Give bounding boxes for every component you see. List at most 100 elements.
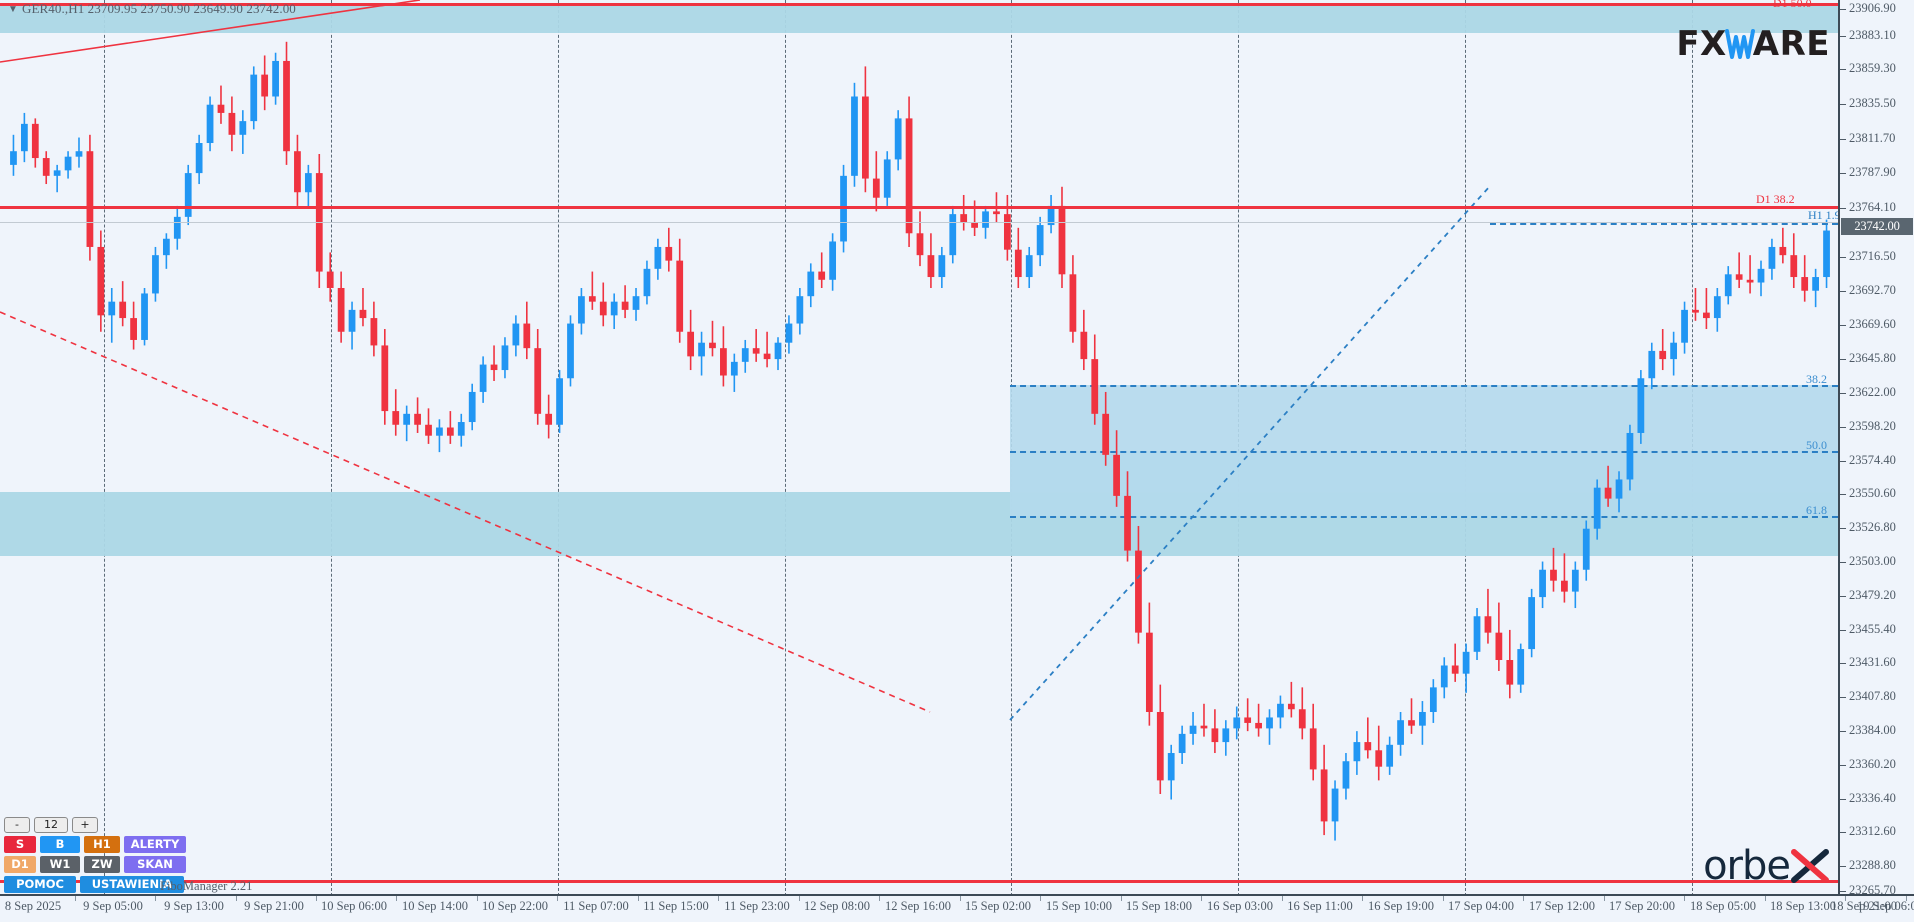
price-tick: 23574.40 (1840, 453, 1914, 467)
price-tick: 23336.40 (1840, 791, 1914, 805)
fib-level-500-line (1010, 451, 1838, 453)
label-d1-50: D1 50.0 (1773, 0, 1812, 10)
time-tick-separator (75, 896, 76, 901)
candlestick-series (0, 0, 1830, 841)
time-tick-separator (155, 896, 156, 901)
price-tick: 23265.70 (1840, 883, 1914, 897)
time-tick-separator (1443, 896, 1444, 901)
h1-level-line (1490, 223, 1838, 225)
orbex-logo-text: orbe (1703, 843, 1791, 889)
price-tick: 23906.90 (1840, 1, 1914, 15)
chart-plot-area[interactable] (0, 0, 1838, 896)
stepper-value[interactable]: 12 (34, 817, 68, 833)
time-tick: 15 Sep 02:00 (965, 899, 1031, 913)
time-tick: 16 Sep 03:00 (1207, 899, 1273, 913)
zw-button[interactable]: ZW (84, 856, 120, 873)
time-tick-separator (1523, 896, 1524, 901)
time-tick: 9 Sep 13:00 (164, 899, 224, 913)
price-tick: 23669.60 (1840, 317, 1914, 331)
fib-level-618-line (1010, 516, 1838, 518)
price-tick: 23360.20 (1840, 757, 1914, 771)
plot-bottom-border (0, 894, 1914, 896)
minor-level-line (0, 222, 1838, 223)
label-fib-618: 61.8 (1806, 503, 1827, 517)
price-tick: 23859.30 (1840, 61, 1914, 75)
time-tick: 15 Sep 18:00 (1126, 899, 1192, 913)
time-tick: 18 Sep 13:00 (1770, 899, 1836, 913)
help-button[interactable]: POMOC (4, 876, 76, 893)
time-tick: 8 Sep 2025 (4, 899, 62, 913)
panel-row-2: D1 W1 ZW SKAN (4, 856, 186, 873)
timeframe-d1-button[interactable]: D1 (4, 856, 36, 873)
time-tick: 10 Sep 14:00 (402, 899, 468, 913)
time-tick-separator (1604, 896, 1605, 901)
time-tick-separator (396, 896, 397, 901)
price-tick: 23645.80 (1840, 351, 1914, 365)
fxware-wave-icon (1724, 27, 1755, 61)
decrement-button[interactable]: - (4, 817, 30, 833)
price-tick: 23526.80 (1840, 520, 1914, 534)
time-tick-separator (1765, 896, 1766, 901)
price-tick: 23883.10 (1840, 28, 1914, 42)
time-tick: 10 Sep 06:00 (321, 899, 387, 913)
chart-title: ▼ GER40.,H1 23709.95 23750.90 23649.90 23… (8, 1, 296, 17)
settings-button[interactable]: USTAWIENIA (80, 876, 184, 893)
timeframe-w1-button[interactable]: W1 (40, 856, 80, 873)
scan-button[interactable]: SKAN (124, 856, 186, 873)
time-tick-separator (1684, 896, 1685, 901)
alerts-button[interactable]: ALERTY (124, 836, 186, 853)
time-tick-separator (638, 896, 639, 901)
price-tick: 23550.60 (1840, 486, 1914, 500)
label-d1-382: D1 38.2 (1756, 192, 1795, 206)
timeframe-h1-button[interactable]: H1 (84, 836, 120, 853)
price-tick: 23622.00 (1840, 385, 1914, 399)
price-tick: 23716.50 (1840, 249, 1914, 263)
time-tick-separator (799, 896, 800, 901)
fxware-logo: FX ARE (1676, 24, 1830, 64)
plot-right-border (1838, 0, 1840, 896)
panel-stepper-row: - 12 + (4, 817, 186, 833)
price-tick: 23384.00 (1840, 723, 1914, 737)
time-tick: 17 Sep 20:00 (1609, 899, 1675, 913)
label-fib-500: 50.0 (1806, 438, 1827, 452)
sell-button[interactable]: S (4, 836, 36, 853)
time-tick: 18 Sep 21:00 (1831, 899, 1897, 913)
time-tick-separator (236, 896, 237, 901)
label-fib-382: 38.2 (1806, 372, 1827, 386)
increment-button[interactable]: + (72, 817, 98, 833)
time-tick: 11 Sep 23:00 (724, 899, 790, 913)
time-tick-separator (1040, 896, 1041, 901)
buy-button[interactable]: B (40, 836, 80, 853)
price-tick: 23811.70 (1840, 131, 1914, 145)
price-tick: 23407.80 (1840, 689, 1914, 703)
time-tick: 16 Sep 11:00 (1287, 899, 1353, 913)
price-tick: 23787.90 (1840, 165, 1914, 179)
time-tick-separator (718, 896, 719, 901)
price-tick: 23598.20 (1840, 419, 1914, 433)
grid-line (558, 0, 559, 896)
resistance-line-main (0, 206, 1838, 209)
time-tick: 9 Sep 21:00 (244, 899, 304, 913)
indicator-name-label: FiboManager 2.21 (160, 879, 253, 893)
time-tick: 11 Sep 07:00 (563, 899, 629, 913)
price-tick: 23455.40 (1840, 622, 1914, 636)
price-tick: 23312.60 (1840, 824, 1914, 838)
orbex-x-icon (1788, 846, 1832, 886)
fibomanager-control-panel[interactable]: - 12 + S B H1 ALERTY D1 W1 ZW SKAN POMOC… (4, 817, 186, 896)
time-tick: 12 Sep 16:00 (885, 899, 951, 913)
time-tick: 12 Sep 08:00 (804, 899, 870, 913)
price-tick: 23503.00 (1840, 554, 1914, 568)
time-tick: 9 Sep 05:00 (83, 899, 143, 913)
chart-title-text: GER40.,H1 23709.95 23750.90 23649.90 237… (22, 1, 296, 16)
supply-zone-top (0, 5, 1838, 33)
time-tick-separator (1282, 896, 1283, 901)
price-tick: 23692.70 (1840, 283, 1914, 297)
price-axis[interactable]: 23906.90 23883.10 23859.30 23835.50 23811.70… (1840, 0, 1914, 897)
collapse-arrow-icon[interactable]: ▼ (8, 4, 18, 15)
current-price-label: 23742.00 (1841, 218, 1913, 235)
time-tick: 17 Sep 12:00 (1529, 899, 1595, 913)
fxware-logo-part1: FX (1676, 24, 1727, 64)
time-axis[interactable]: 8 Sep 2025 9 Sep 05:00 9 Sep 13:00 9 Sep 21… (0, 896, 1914, 922)
time-tick-separator (1362, 896, 1363, 901)
time-tick: 18 Sep 05:00 (1690, 899, 1756, 913)
